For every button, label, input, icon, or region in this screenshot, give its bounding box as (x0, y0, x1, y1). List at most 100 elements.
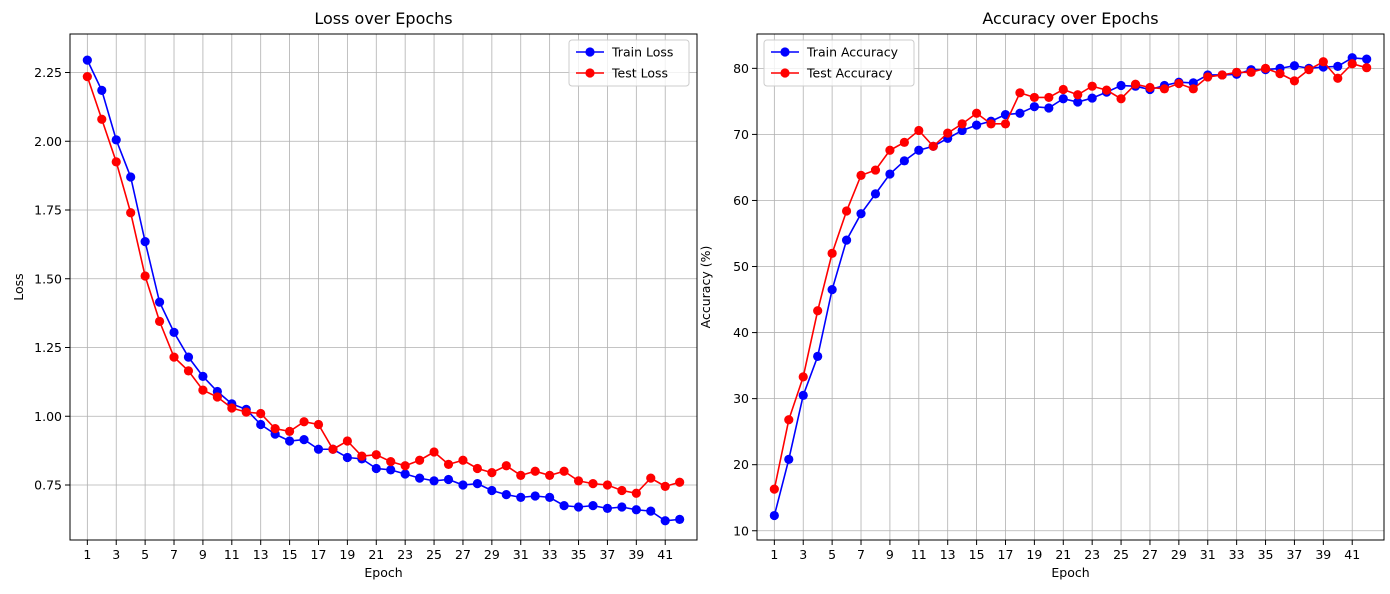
x-tick-label: 25 (1113, 547, 1129, 562)
data-point (1087, 81, 1097, 91)
data-point (899, 137, 909, 147)
x-tick-label: 13 (940, 547, 956, 562)
data-point (313, 419, 324, 430)
data-point (126, 172, 136, 182)
data-point (1029, 92, 1039, 103)
legend: Train Accuracy Test Accuracy (763, 39, 915, 87)
data-point (602, 503, 613, 513)
data-point (443, 459, 454, 469)
data-point (660, 516, 670, 526)
x-tick-label: 11 (911, 547, 927, 562)
y-tick-label: 70 (733, 127, 749, 142)
x-tick-label: 33 (542, 547, 558, 562)
x-tick-label: 29 (484, 547, 500, 562)
x-tick-label: 11 (224, 547, 240, 562)
data-point (943, 128, 953, 138)
x-tick-label: 13 (253, 547, 269, 562)
data-point (299, 435, 309, 445)
data-point (784, 415, 794, 425)
data-point (1333, 73, 1343, 83)
y-tick-label: 50 (733, 259, 749, 274)
legend-entry-test: Test Accuracy (806, 66, 893, 81)
chart-title: Loss over Epochs (314, 9, 452, 28)
data-point (313, 444, 324, 454)
x-tick-label: 37 (1286, 547, 1302, 562)
data-point (870, 165, 881, 175)
x-tick-label: 27 (455, 547, 471, 562)
data-point (986, 119, 996, 129)
data-point (559, 501, 569, 511)
x-tick-label: 17 (311, 547, 327, 562)
x-tick-label: 3 (799, 547, 807, 562)
data-point (1087, 93, 1097, 103)
data-point (357, 451, 367, 461)
x-tick-label: 5 (828, 547, 836, 562)
data-point (154, 297, 165, 307)
y-tick-label: 10 (733, 523, 749, 538)
legend-box (763, 39, 915, 87)
data-point (1073, 97, 1083, 107)
y-tick-label: 2.00 (34, 134, 62, 149)
y-tick-label: 0.75 (34, 478, 62, 493)
data-point (1102, 85, 1112, 95)
data-point (516, 492, 526, 502)
data-point (1058, 84, 1068, 95)
data-point (1073, 90, 1083, 100)
data-point (928, 141, 938, 151)
data-point (899, 156, 909, 166)
data-point (458, 455, 468, 465)
legend-marker (780, 47, 790, 57)
x-tick-label: 31 (1200, 547, 1216, 562)
data-point (472, 463, 483, 474)
axes-frame (756, 33, 1385, 541)
x-tick-label: 9 (886, 547, 894, 562)
legend-entry-train: Train Accuracy (806, 45, 899, 60)
x-tick-label: 15 (969, 547, 985, 562)
data-point (617, 485, 627, 496)
x-tick-label: 7 (857, 547, 865, 562)
y-axis-label: Loss (11, 273, 26, 300)
data-point (885, 169, 895, 179)
data-point (1130, 79, 1141, 89)
chart-loss: 1 3 5 7 9 11 13 15 17 19 21 23 25 27 29 31 33 35 37 39 410.7… (11, 9, 698, 580)
data-point (827, 248, 837, 258)
x-tick-label: 29 (1171, 547, 1187, 562)
data-point (241, 407, 251, 417)
x-tick-label: 5 (141, 547, 149, 562)
data-point (1015, 88, 1025, 98)
data-point (841, 206, 852, 216)
axes-frame (69, 33, 698, 541)
x-tick-label: 35 (1258, 547, 1274, 562)
data-point (573, 502, 584, 512)
data-point (1188, 84, 1198, 94)
x-axis-label: Epoch (1051, 565, 1089, 580)
chart-accuracy: 1 3 5 7 9 11 13 15 17 19 21 23 25 27 29 31 33 35 37 39 41102… (698, 9, 1385, 580)
data-point (97, 85, 107, 95)
data-point (675, 514, 685, 524)
x-tick-label: 23 (1084, 547, 1100, 562)
y-tick-label: 1.25 (34, 340, 62, 355)
legend-entry-test: Test Loss (611, 66, 668, 81)
data-point (841, 235, 852, 245)
data-point (631, 505, 641, 515)
x-tick-label: 39 (628, 547, 644, 562)
data-point (342, 436, 352, 446)
data-point (1275, 69, 1285, 79)
x-axis-label: Epoch (364, 565, 402, 580)
x-tick-label: 41 (1344, 547, 1360, 562)
data-point (386, 457, 396, 467)
y-tick-label: 20 (733, 457, 749, 472)
y-tick-label: 40 (733, 325, 749, 340)
data-point (1116, 80, 1126, 91)
data-point (256, 419, 266, 430)
data-point (198, 371, 208, 381)
data-point (371, 463, 381, 474)
data-point (154, 316, 165, 326)
series-line (86, 59, 680, 522)
y-tick-label: 1.00 (34, 409, 62, 424)
data-point (813, 351, 823, 361)
data-point (371, 450, 381, 460)
data-point (573, 476, 584, 486)
data-point (472, 479, 483, 489)
data-point (1246, 67, 1256, 77)
